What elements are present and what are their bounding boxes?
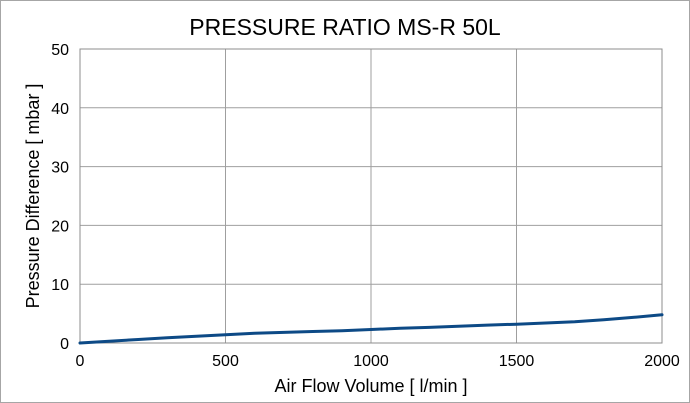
x-axis-label: Air Flow Volume [ l/min ] <box>274 376 467 396</box>
y-tick-label: 50 <box>51 42 69 59</box>
y-axis-ticks: 0 10 20 30 40 50 <box>51 42 69 353</box>
x-axis-ticks: 0 500 1000 1500 2000 <box>76 353 680 370</box>
y-tick-label: 10 <box>51 277 69 294</box>
y-tick-label: 40 <box>51 101 69 118</box>
y-tick-label: 0 <box>60 336 69 353</box>
series-line <box>78 313 664 345</box>
x-tick-label: 500 <box>212 353 239 370</box>
x-tick-label: 2000 <box>644 353 680 370</box>
x-tick-label: 1000 <box>353 353 389 370</box>
y-axis-label: Pressure Difference [ mbar ] <box>23 84 43 309</box>
plot-area <box>79 48 663 344</box>
chart-title: PRESSURE RATIO MS-R 50L <box>189 14 501 40</box>
series-group <box>78 313 664 345</box>
y-tick-label: 20 <box>51 218 69 235</box>
x-tick-label: 1500 <box>499 353 535 370</box>
y-tick-label: 30 <box>51 160 69 177</box>
x-tick-label: 0 <box>76 353 85 370</box>
grid-lines <box>80 49 662 343</box>
